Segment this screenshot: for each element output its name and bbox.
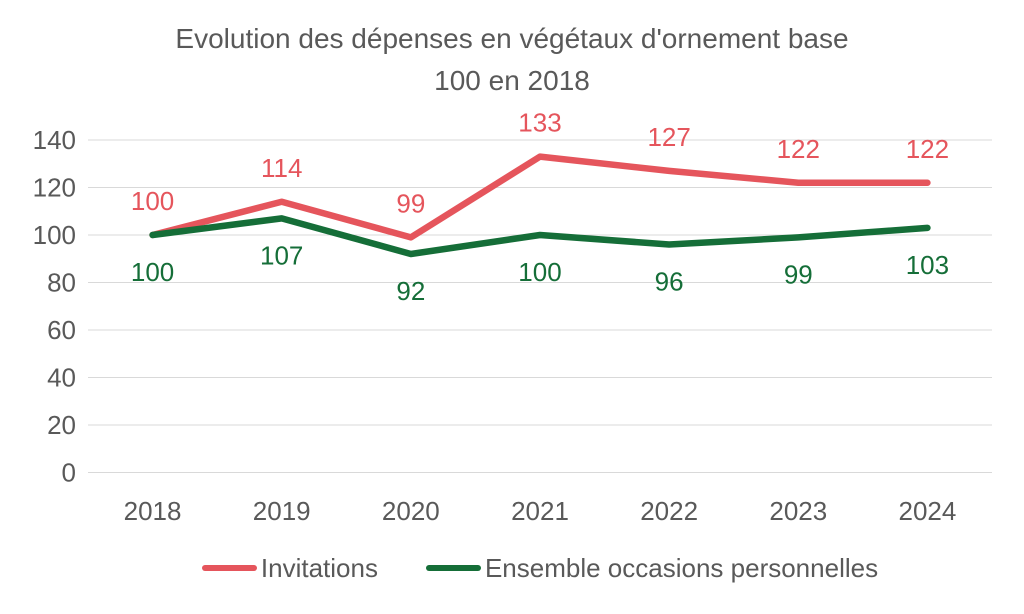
x-tick-label: 2019	[253, 496, 311, 526]
x-tick-label: 2018	[124, 496, 182, 526]
y-tick-label: 80	[47, 268, 76, 298]
x-tick-label: 2021	[511, 496, 569, 526]
data-label-1-2020: 92	[396, 276, 425, 306]
legend-label-invitations: Invitations	[260, 552, 378, 583]
legend-item-invitations: Invitations	[201, 552, 378, 584]
series-line-1	[149, 215, 931, 258]
chart-title: Evolution des dépenses en végétaux d'orn…	[0, 18, 1024, 102]
data-label-0-2024: 122	[906, 134, 949, 164]
data-label-1-2022: 96	[655, 267, 684, 297]
legend-line-invitations-icon	[201, 565, 257, 571]
y-tick-label: 100	[33, 220, 76, 250]
data-label-1-2018: 100	[131, 257, 174, 287]
x-tick-label: 2024	[899, 496, 957, 526]
y-tick-label: 0	[62, 458, 76, 488]
data-label-1-2021: 100	[518, 257, 561, 287]
line-chart-canvas: 0 20 40 60 80 100 120 140 2018 2019 2020 2021 2022 20…	[33, 108, 992, 526]
data-label-1-2019: 107	[260, 240, 303, 270]
x-tick-label: 2023	[769, 496, 827, 526]
y-tick-label: 40	[47, 363, 76, 393]
chart-legend: Invitations Ensemble occasions personnel…	[88, 551, 992, 585]
legend-label-ensemble: Ensemble occasions personnelles	[484, 552, 879, 583]
legend-item-ensemble-occasions-personnelles: Ensemble occasions personnelles	[425, 552, 879, 584]
y-tick-label: 60	[47, 315, 76, 345]
chart-title-line1: Evolution des dépenses en végétaux d'orn…	[175, 23, 849, 54]
data-label-1-2024: 103	[906, 250, 949, 280]
x-tick-label: 2020	[382, 496, 440, 526]
legend-line-ensemble-icon	[425, 565, 481, 571]
data-label-1-2023: 99	[784, 259, 813, 289]
data-label-0-2019: 114	[261, 153, 302, 183]
y-tick-label: 120	[33, 173, 76, 203]
series-line-0	[149, 153, 931, 241]
data-label-0-2023: 122	[777, 134, 820, 164]
y-tick-label: 20	[47, 410, 76, 440]
data-label-0-2020: 99	[396, 188, 425, 218]
y-tick-label: 140	[33, 125, 76, 155]
data-label-0-2018: 100	[131, 186, 174, 216]
data-label-0-2022: 127	[647, 122, 690, 152]
chart-title-line2: 100 en 2018	[434, 65, 590, 96]
data-label-0-2021: 133	[518, 108, 561, 138]
x-tick-label: 2022	[640, 496, 698, 526]
